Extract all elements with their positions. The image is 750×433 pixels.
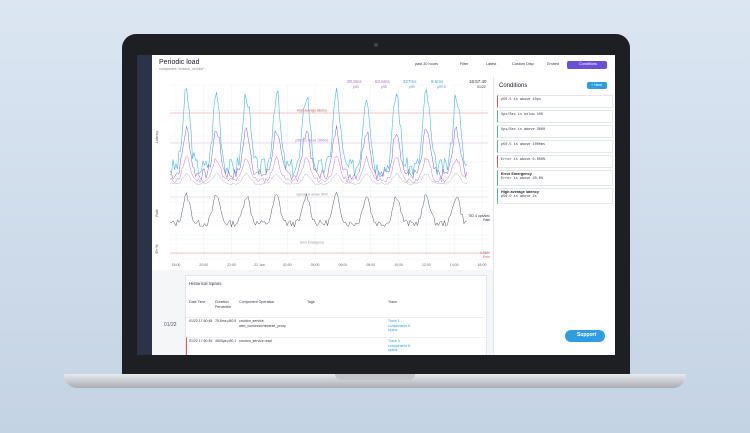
condition-rule: Ops/Sec is above 3000 (501, 128, 546, 132)
chart-panel (152, 77, 493, 270)
reading-label: p95 (381, 85, 387, 89)
condition-card[interactable] (497, 125, 613, 138)
trace-line (169, 155, 468, 184)
reading-label: p50 (353, 85, 359, 89)
span-row (186, 317, 485, 335)
spans-day: 01/22 (164, 322, 177, 328)
condition-rule: p50.0 is above 2s (501, 195, 537, 199)
span-cell[interactable]: Trace 3 components 8 spans (388, 339, 410, 353)
span-cell: 78.8ms p50.5 (215, 319, 237, 323)
column-header: Date Time (189, 300, 206, 304)
condition-rule: Ops/Sec is below 100 (501, 113, 544, 117)
condition-rule: Error is above 0.050% (501, 158, 546, 162)
filter-button[interactable]: Filter (460, 62, 469, 66)
reading-value: 30.8ms (347, 79, 362, 84)
span-cell: crouton_service read (239, 339, 272, 343)
header (152, 55, 615, 78)
spans-title: Historical Spans (189, 281, 222, 286)
reading-value: 9.5ms (431, 79, 444, 84)
sidebar (137, 55, 152, 355)
error-value: 0.06% (480, 251, 490, 255)
conditions-button[interactable]: Conditions (579, 62, 597, 66)
axis-label: Latency (155, 131, 159, 144)
conditions-button-bg (567, 61, 607, 69)
condition-card[interactable] (497, 95, 613, 108)
conditions-title: Conditions (499, 83, 528, 89)
subtitle: component:"crouton_service" (159, 67, 205, 71)
condition-card[interactable] (497, 188, 613, 204)
x-tick-label: 04:00 (311, 263, 320, 267)
column-header: Component Operation (239, 300, 275, 304)
reading-value: 327ms (403, 79, 417, 84)
new-button-bg (587, 82, 607, 89)
annotation: High average latency (297, 109, 327, 113)
condition-rule: p50.5 is above 10ps (501, 98, 541, 102)
annotation: Error Emergency (300, 241, 324, 245)
trace-line (169, 172, 468, 186)
annotation: p95.9 is above 1000ms (296, 139, 329, 143)
annotation: ops/sec is above 3000 (296, 193, 328, 197)
column-header: Trace (388, 300, 398, 304)
reading-label: p99.9 (437, 85, 446, 89)
support-button[interactable]: Support (577, 332, 597, 338)
embed-button[interactable]: Embed (547, 62, 560, 66)
condition-card[interactable] (497, 170, 613, 186)
x-tick-label: 16:00 (478, 263, 487, 267)
x-tick-label: 18:00 (172, 263, 181, 267)
new-button[interactable]: + New (591, 82, 602, 87)
trace-line (169, 125, 468, 181)
x-tick-label: 22:00 (227, 263, 236, 267)
conditions-panel (493, 77, 615, 355)
column-header: Duration Percentile (215, 300, 231, 309)
base-notch (335, 374, 415, 380)
span-row (186, 337, 486, 355)
trace-line (169, 87, 468, 178)
x-tick-label: 12:00 (422, 263, 431, 267)
condition-rule: p50.5 is above 1000ms (501, 143, 546, 147)
condition-card[interactable] (497, 155, 613, 168)
x-tick-label: 22 Jan (254, 263, 265, 267)
x-tick-label: 14:00 (450, 263, 459, 267)
span-cell: 4600μs p50.1 (215, 339, 237, 343)
condition-title: High average latency (501, 190, 539, 194)
range-button[interactable]: past 30 hours (415, 62, 439, 66)
span-cell[interactable]: Trace 1 components 8 spans (388, 319, 410, 333)
trace-line (169, 191, 468, 228)
camera (374, 43, 378, 47)
reading-label: p99 (409, 85, 415, 89)
reading-value: 83.6ms (375, 79, 390, 84)
rate-value: 782.4 ops/sec (468, 214, 490, 218)
axis-label: Err % (155, 245, 159, 254)
custom-button[interactable]: Custom Disp (512, 62, 534, 66)
condition-title: Error Emergency (501, 172, 532, 176)
x-tick-label: 10:00 (394, 263, 403, 267)
condition-rule: Error is above 20.0% (501, 177, 544, 181)
timestamp-time: 16:57:40 (469, 79, 487, 84)
x-tick-label: 02:00 (283, 263, 292, 267)
span-cell: 01/22 17:50:45 (189, 339, 213, 343)
x-tick-label: 08:00 (366, 263, 375, 267)
x-tick-label: 20:00 (199, 263, 208, 267)
error-label: Error (483, 255, 491, 259)
span-cell: 01/22 17:50:45 (189, 319, 213, 323)
axis-label: Rate (155, 209, 159, 216)
span-cell: crouton_service web_connector/reverse_pr… (239, 319, 286, 328)
title: Periodic load (159, 59, 200, 66)
latest-button[interactable]: Latest (486, 62, 497, 66)
x-tick-label: 06:00 (339, 263, 348, 267)
chart: 18:00 20:00 22:00 22 Jan 02:00 04:00 06:00 08:0… (155, 84, 491, 267)
spans-panel (185, 275, 487, 355)
timestamp-date: 01/22 (477, 85, 486, 89)
column-header: Tags (307, 300, 315, 304)
rate-label: Rate (483, 218, 490, 222)
laptop-base (64, 374, 686, 388)
screen: Periodic load component:"crouton_service… (137, 55, 615, 355)
support-bg (565, 330, 605, 342)
condition-card[interactable] (497, 110, 613, 123)
condition-card[interactable] (497, 140, 613, 153)
